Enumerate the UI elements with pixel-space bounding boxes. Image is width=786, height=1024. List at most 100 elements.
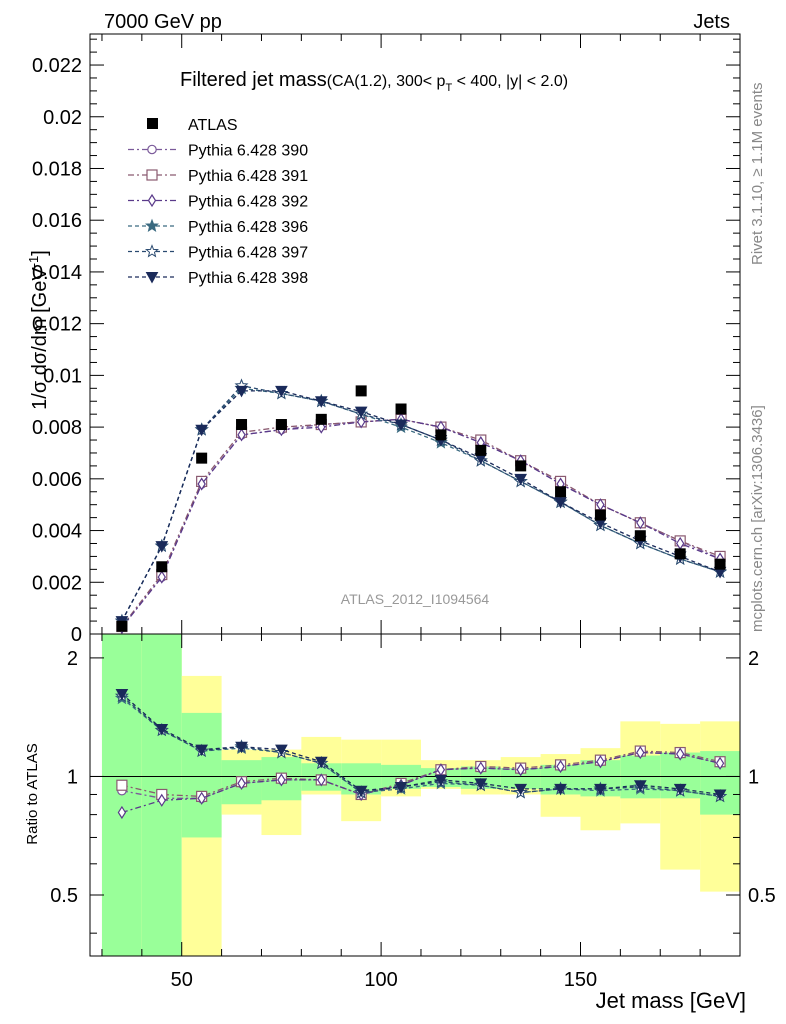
ratio-series-marker-6 xyxy=(115,688,129,701)
ratio-series-marker-6 xyxy=(275,744,288,757)
labels: 7000 GeV pp Jets Filtered jet mass(CA(1.… xyxy=(24,11,766,1013)
series-marker-6 xyxy=(155,541,169,553)
ratio-series-line-5 xyxy=(121,695,721,798)
atlas-data-point xyxy=(236,419,248,431)
legend-marker-atlas xyxy=(147,118,158,129)
ratio-series-line-4 xyxy=(121,697,721,798)
series-marker-6 xyxy=(195,424,209,437)
series-line-3 xyxy=(121,418,721,628)
main-y-tick-label: 0.012 xyxy=(32,314,82,336)
chart-title-sub: (CA(1.2), 300< p xyxy=(327,73,446,90)
atlas-data-point xyxy=(475,444,487,456)
ratio-series-marker-6 xyxy=(195,744,209,757)
ratio-series-marker-3 xyxy=(317,773,326,787)
ratio-series-marker-3 xyxy=(277,773,286,787)
ratio-series-marker-3 xyxy=(197,791,206,805)
series-marker-3 xyxy=(157,570,166,584)
series-marker-6 xyxy=(554,497,567,509)
main-y-tick-label: 0.008 xyxy=(32,417,82,439)
y-axis-label-main: 1/σ dσ/dm [GeV-1] xyxy=(26,250,51,410)
x-tick-label: 150 xyxy=(564,969,597,991)
main-y-tick-label: 0 xyxy=(71,624,82,646)
y-axis-label-ratio: Ratio to ATLAS xyxy=(24,743,41,844)
ratio-y-tick-label-left: 0.5 xyxy=(50,885,78,907)
y-axis-label-main-sup: -1 xyxy=(26,256,41,268)
legend: ATLAS Pythia 6.428 390 Pythia 6.428 391 Pyt… xyxy=(128,117,308,287)
ratio-uncertainty-bands xyxy=(101,634,740,956)
axis-ticks: 50 100 150 0 0.002 0.004 0.006 0.008 0.01 0.012 0.… xyxy=(32,34,776,991)
ratio-series-marker-3 xyxy=(516,763,525,777)
series-line-4 xyxy=(121,387,721,622)
ratio-series-marker-6 xyxy=(354,785,368,798)
legend-marker-4 xyxy=(145,218,159,233)
legend-label-3: Pythia 6.428 392 xyxy=(188,194,308,211)
x-tick-label: 50 xyxy=(171,969,193,991)
legend-marker-5 xyxy=(145,244,159,258)
ratio-series-marker-6 xyxy=(713,789,727,802)
ratio-series-marker-6 xyxy=(474,778,488,790)
atlas-data-point xyxy=(315,413,327,425)
legend-label-4: Pythia 6.428 396 xyxy=(188,219,308,236)
legend-label-5: Pythia 6.428 397 xyxy=(188,245,308,262)
series-marker-6 xyxy=(275,385,288,398)
ratio-series-line-2 xyxy=(121,750,721,798)
ratio-series-marker-3 xyxy=(596,755,605,769)
ratio-series-marker-2 xyxy=(116,779,128,791)
atlas-data-point xyxy=(555,486,567,498)
series-line-6 xyxy=(121,390,721,622)
ratio-y-tick-label-right: 1 xyxy=(748,766,759,788)
ratio-band-inner xyxy=(460,766,501,789)
ratio-axes-frame xyxy=(89,633,741,957)
legend-label-1: Pythia 6.428 390 xyxy=(188,143,308,160)
legend-marker-3 xyxy=(147,193,157,208)
ratio-series-marker-3 xyxy=(157,793,166,807)
ratio-y-tick-label-right: 0.5 xyxy=(748,885,776,907)
main-y-tick-label: 0.018 xyxy=(32,158,82,180)
ratio-series-marker-3 xyxy=(715,756,725,770)
atlas-data-point xyxy=(395,403,407,415)
series-marker-3 xyxy=(197,477,206,491)
ratio-series-marker-6 xyxy=(633,780,647,792)
legend-marker-2 xyxy=(146,169,158,181)
main-y-tick-label: 0.016 xyxy=(32,210,82,232)
atlas-data-point xyxy=(594,509,606,521)
ratio-series-marker-6 xyxy=(514,783,528,796)
ratio-band-inner xyxy=(500,768,541,789)
header-right-label: Jets xyxy=(693,11,730,33)
legend-label-2: Pythia 6.428 391 xyxy=(188,168,308,185)
ratio-series-line-3 xyxy=(121,751,721,814)
series-marker-3 xyxy=(636,516,645,530)
mcplots-side-label: mcplots.cern.ch [arXiv:1306.3436] xyxy=(749,405,766,632)
series-marker-6 xyxy=(235,385,248,398)
ratio-series-marker-3 xyxy=(476,761,486,775)
main-y-tick-label: 0.002 xyxy=(32,572,82,594)
series-marker-3 xyxy=(356,415,366,429)
ratio-y-tick-label-left: 2 xyxy=(67,648,78,670)
series-marker-6 xyxy=(314,396,328,408)
ratio-series-marker-3 xyxy=(237,776,246,791)
ratio-series-marker-6 xyxy=(673,783,687,796)
main-y-tick-label: 0.004 xyxy=(32,521,82,543)
series-line-5 xyxy=(121,384,721,622)
legend-marker-1 xyxy=(147,144,157,155)
ratio-series-marker-3 xyxy=(675,747,685,761)
ratio-series-marker-3 xyxy=(636,745,645,760)
chart-title-main: Filtered jet mass xyxy=(180,69,327,91)
main-y-tick-label: 0.022 xyxy=(32,55,82,77)
atlas-data-point xyxy=(674,548,686,560)
chart-title-sub-end: < 400, |y| < 2.0) xyxy=(452,73,568,90)
series-marker-6 xyxy=(354,406,368,419)
chart-title-subscript: T xyxy=(445,82,452,94)
atlas-data-point xyxy=(156,561,168,573)
atlas-data-point xyxy=(355,385,367,397)
main-y-tick-label: 0.006 xyxy=(32,469,82,491)
atlas-data-point xyxy=(634,530,646,542)
x-tick-label: 100 xyxy=(364,969,397,991)
ratio-plot xyxy=(90,688,740,820)
watermark-label: ATLAS_2012_I1094564 xyxy=(341,591,490,607)
axes-frames xyxy=(89,33,741,957)
atlas-data-point xyxy=(275,419,287,431)
chart-title: Filtered jet mass(CA(1.2), 300< pT < 400… xyxy=(180,69,568,94)
ratio-series-marker-6 xyxy=(155,723,169,736)
